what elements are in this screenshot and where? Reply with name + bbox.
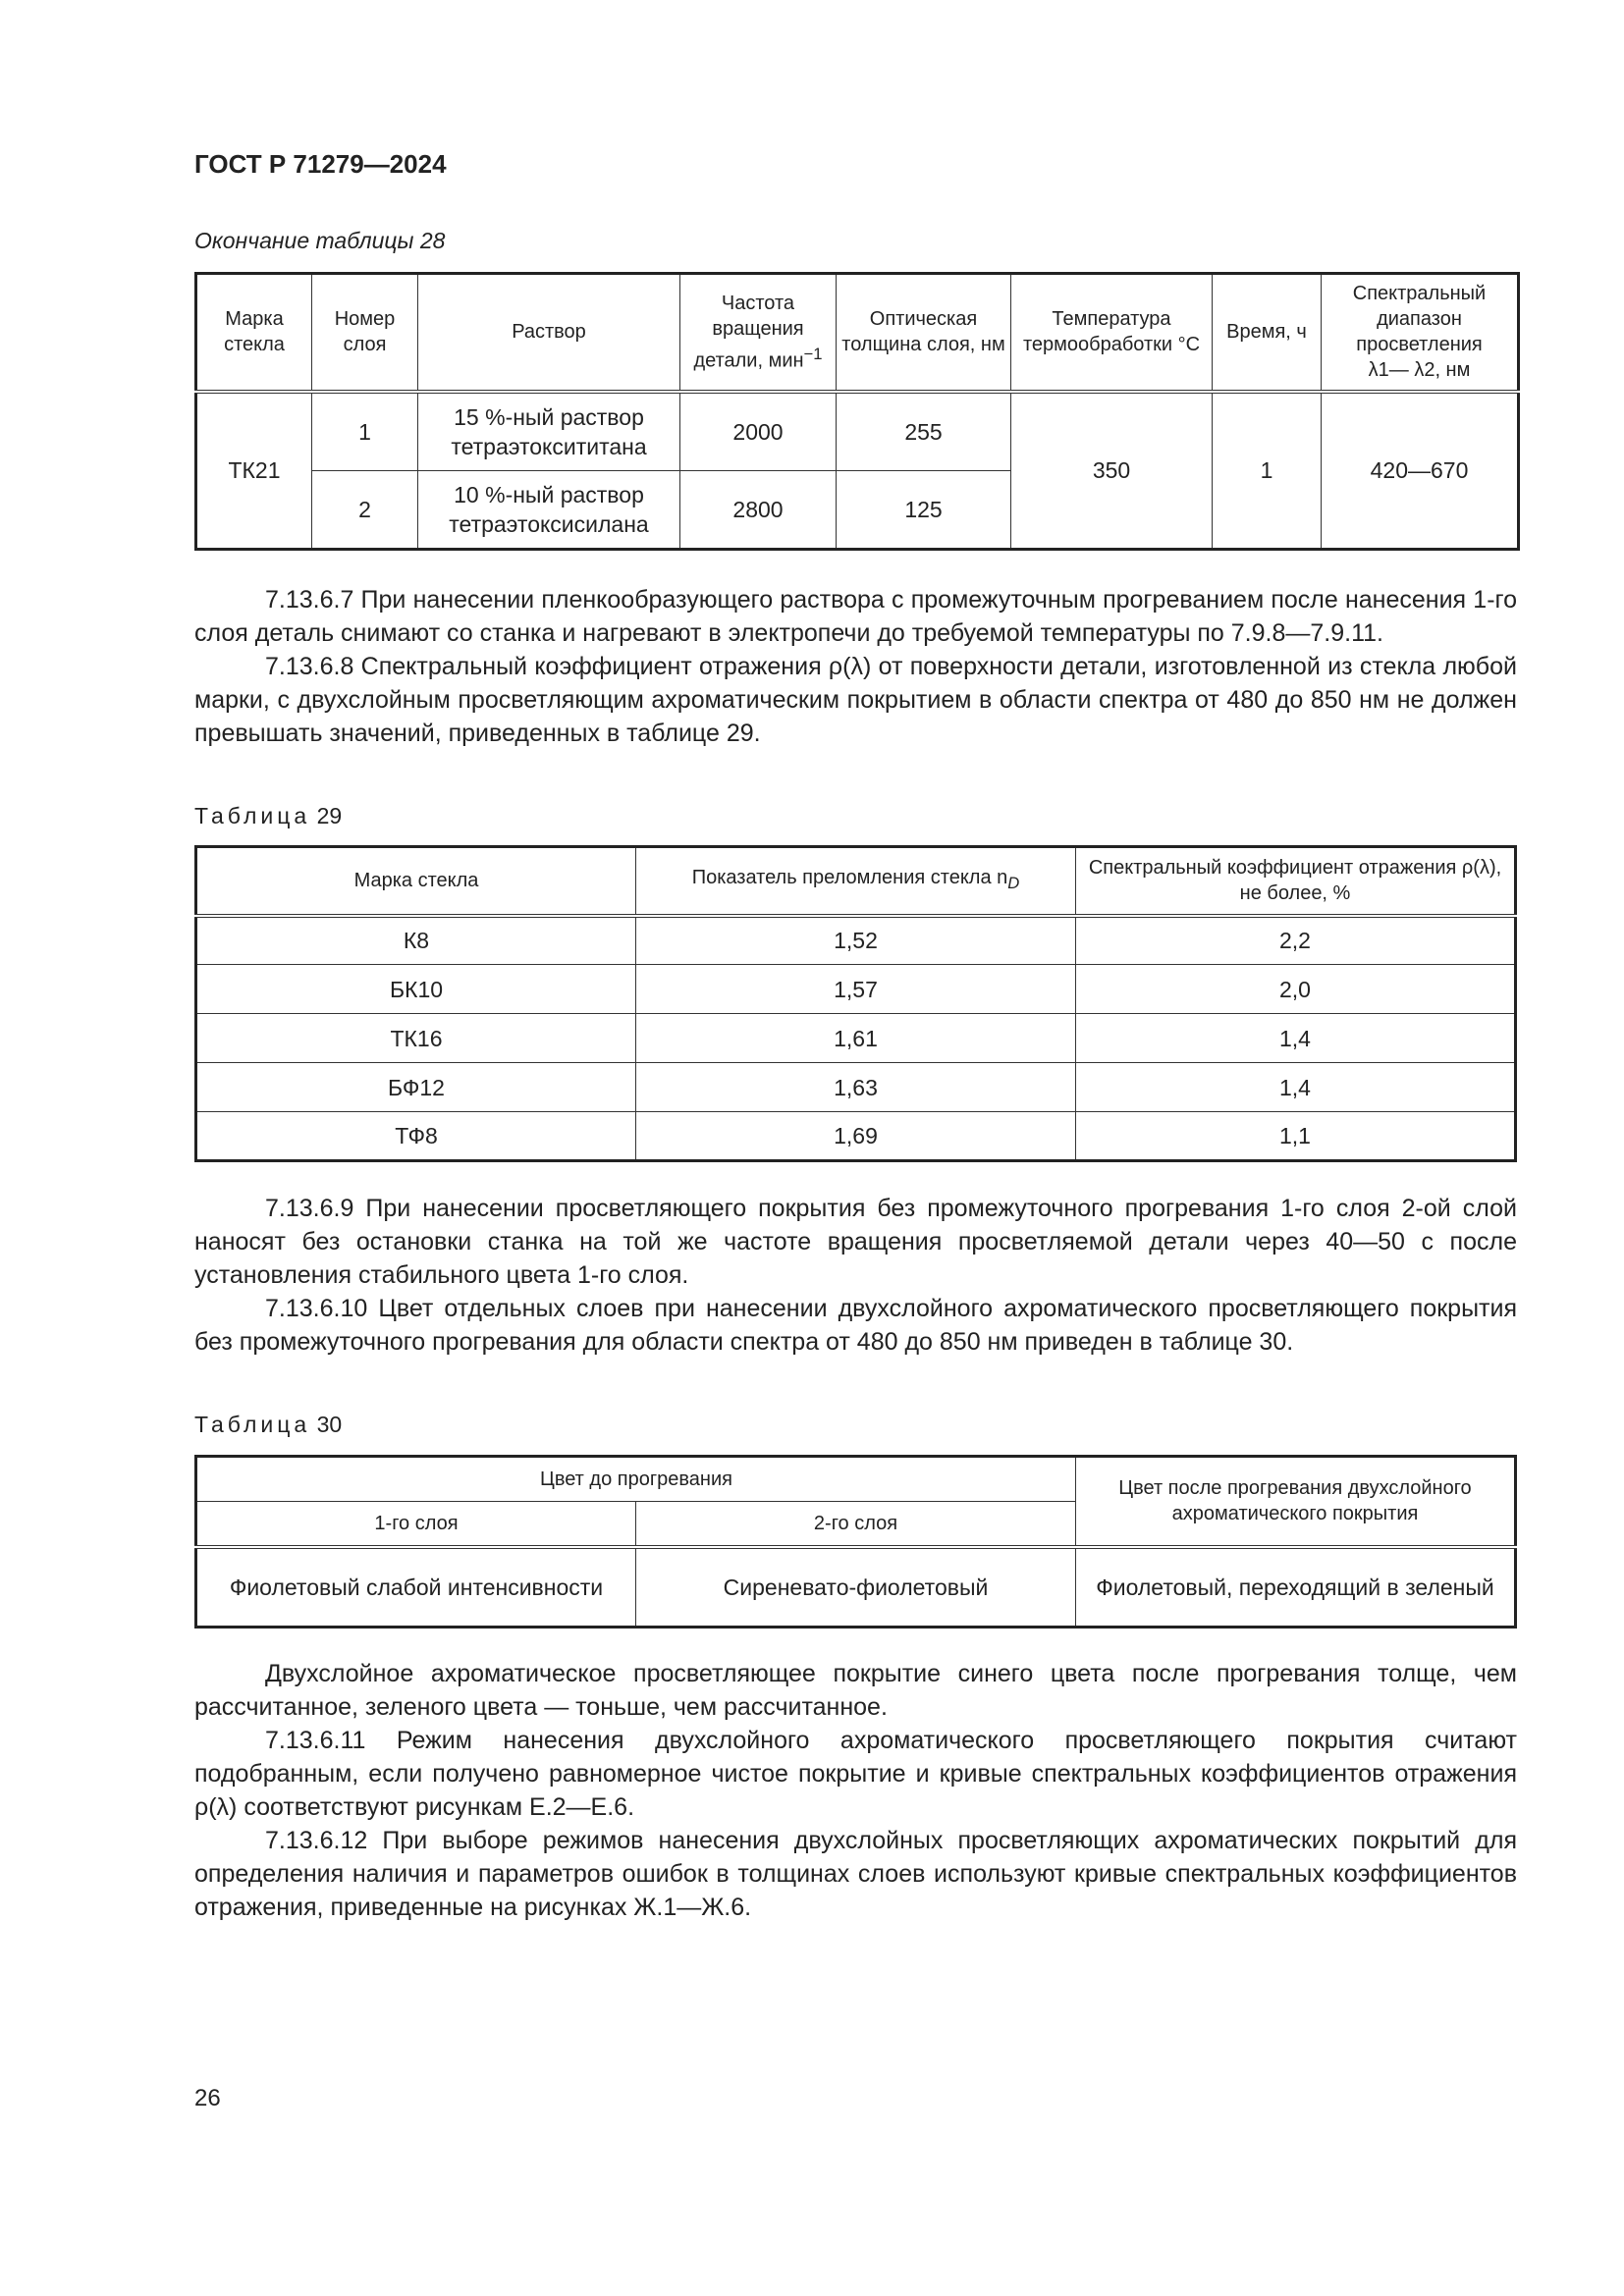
table28-caption: Окончание таблицы 28 [194, 228, 446, 253]
header-cell: Марка стекла [195, 273, 312, 394]
header-cell: Время, ч [1212, 273, 1322, 394]
paragraph: 7.13.6.11 Режим нанесения двухслойного а… [194, 1727, 1517, 1821]
cell: БФ12 [195, 1062, 636, 1112]
header-cell: Температура термообработки °С [1010, 273, 1213, 394]
cell: 1,57 [635, 964, 1076, 1014]
table-row: К8 1,52 2,2 [195, 915, 1516, 965]
cell: ТК21 [195, 391, 312, 550]
paragraph: 7.13.6.10 Цвет отдельных слоев при нанес… [194, 1295, 1517, 1356]
header-cell: Показатель преломления стекла nD [635, 846, 1076, 918]
header-text: Показатель преломления стекла n [691, 867, 1008, 889]
header-sub: D [1007, 874, 1020, 893]
header-cell: Оптическая толщина слоя, нм [836, 273, 1011, 394]
cell: 1,4 [1075, 1062, 1516, 1112]
cell: 125 [836, 470, 1011, 550]
header-cell: 2-го слоя [635, 1501, 1076, 1549]
cell: 2,2 [1075, 915, 1516, 965]
header-cell: Марка стекла [195, 846, 636, 918]
cell: 2000 [679, 391, 837, 471]
cell: 255 [836, 391, 1011, 471]
cell: 1,1 [1075, 1111, 1516, 1161]
header-cell: Цвет до прогревания [195, 1456, 1076, 1502]
header-text: Спектральный диапазон просветления [1352, 283, 1487, 356]
table-row: ТФ8 1,69 1,1 [195, 1111, 1516, 1161]
cell: 2,0 [1075, 964, 1516, 1014]
header-cell: Номер слоя [311, 273, 418, 394]
table-row: ТК16 1,61 1,4 [195, 1013, 1516, 1063]
header-cell: Спектральный коэффициент отражения ρ(λ),… [1075, 846, 1516, 918]
cell: 10 %-ный раствор тетраэтоксисилана [417, 470, 680, 550]
cell: 1 [1212, 391, 1322, 550]
header-sup: −1 [803, 344, 823, 363]
cell: 1,63 [635, 1062, 1076, 1112]
table-row: Фиолетовый слабой интенсивности Сиренева… [195, 1546, 1516, 1628]
cell: Фиолетовый, переходящий в зеленый [1075, 1546, 1516, 1628]
cell: 1,69 [635, 1111, 1076, 1161]
page-number: 26 [194, 2085, 221, 2111]
paragraph: 7.13.6.7 При нанесении пленкообразующего… [194, 586, 1517, 647]
paragraph: Двухслойное ахроматическое просветляющее… [194, 1660, 1517, 1721]
header-cell: Раствор [417, 273, 680, 394]
table-row: БК10 1,57 2,0 [195, 964, 1516, 1014]
header-lambda: λ1— λ2, нм [1368, 359, 1471, 382]
paragraph: 7.13.6.8 Спектральный коэффициент отраже… [194, 653, 1517, 747]
header-cell: Частота вращения детали, мин−1 [679, 273, 837, 394]
cell: 1,52 [635, 915, 1076, 965]
table29-caption: Таблица 29 [194, 803, 1517, 829]
caption-word: Таблица [194, 1412, 311, 1437]
cell: 1,4 [1075, 1013, 1516, 1063]
caption-num: 29 [316, 803, 343, 828]
header-cell: Цвет после прогревания двухслойного ахро… [1075, 1456, 1516, 1549]
cell: Фиолетовый слабой интенсивности [195, 1546, 636, 1628]
cell: ТК16 [195, 1013, 636, 1063]
header-text: Частота вращения детали, мин [693, 292, 804, 372]
cell: Сиреневато-фиолетовый [635, 1546, 1076, 1628]
table-30: Цвет до прогревания Цвет после прогреван… [194, 1455, 1517, 1629]
cell: 1,61 [635, 1013, 1076, 1063]
table-29: Марка стекла Показатель преломления стек… [194, 845, 1517, 1162]
paragraph: 7.13.6.12 При выборе режимов нанесения д… [194, 1827, 1517, 1921]
cell: 15 %-ный раствор тетраэтоксититана [417, 391, 680, 471]
cell: К8 [195, 915, 636, 965]
table-row: 2 10 %-ный раствор тетраэтоксисилана 280… [196, 470, 1519, 550]
header-cell: Спектральный диапазон просветления λ1— λ2… [1321, 273, 1519, 394]
paragraph: 7.13.6.9 При нанесении просветляющего по… [194, 1195, 1517, 1289]
table30-caption: Таблица 30 [194, 1412, 1517, 1438]
table-row: ТК21 1 15 %-ный раствор тетраэтоксититан… [195, 391, 1519, 550]
document-header: ГОСТ Р 71279—2024 [194, 149, 447, 179]
cell: 2800 [679, 470, 837, 550]
cell: 420—670 [1321, 391, 1519, 550]
cell: ТФ8 [195, 1111, 636, 1161]
header-cell: 1-го слоя [195, 1501, 636, 1549]
cell: 2 [311, 470, 418, 550]
caption-num: 30 [316, 1412, 343, 1437]
table-row: БФ12 1,63 1,4 [195, 1062, 1516, 1112]
cell: БК10 [195, 964, 636, 1014]
cell: 350 [1010, 391, 1213, 550]
table-28: Марка стекла Номер слоя Раствор Частота … [194, 272, 1520, 551]
caption-word: Таблица [194, 803, 311, 828]
cell: 1 [311, 391, 418, 471]
